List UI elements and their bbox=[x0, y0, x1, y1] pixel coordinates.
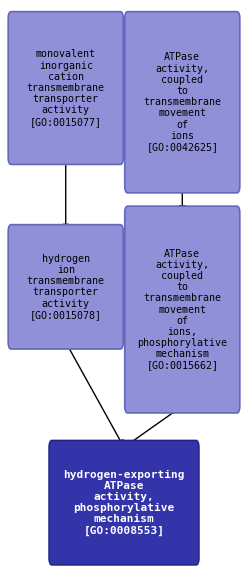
Text: monovalent
inorganic
cation
transmembrane
transporter
activity
[GO:0015077]: monovalent inorganic cation transmembran… bbox=[27, 49, 105, 127]
Text: ATPase
activity,
coupled
to
transmembrane
movement
of
ions
[GO:0042625]: ATPase activity, coupled to transmembran… bbox=[143, 52, 221, 152]
FancyBboxPatch shape bbox=[49, 441, 199, 565]
Text: hydrogen-exporting
ATPase
activity,
phosphorylative
mechanism
[GO:0008553]: hydrogen-exporting ATPase activity, phos… bbox=[63, 470, 185, 536]
FancyBboxPatch shape bbox=[8, 11, 123, 165]
Text: hydrogen
ion
transmembrane
transporter
activity
[GO:0015078]: hydrogen ion transmembrane transporter a… bbox=[27, 254, 105, 320]
FancyBboxPatch shape bbox=[8, 225, 123, 349]
FancyBboxPatch shape bbox=[125, 206, 240, 413]
Text: ATPase
activity,
coupled
to
transmembrane
movement
of
ions,
phosphorylative
mech: ATPase activity, coupled to transmembran… bbox=[137, 249, 227, 370]
FancyBboxPatch shape bbox=[125, 11, 240, 193]
